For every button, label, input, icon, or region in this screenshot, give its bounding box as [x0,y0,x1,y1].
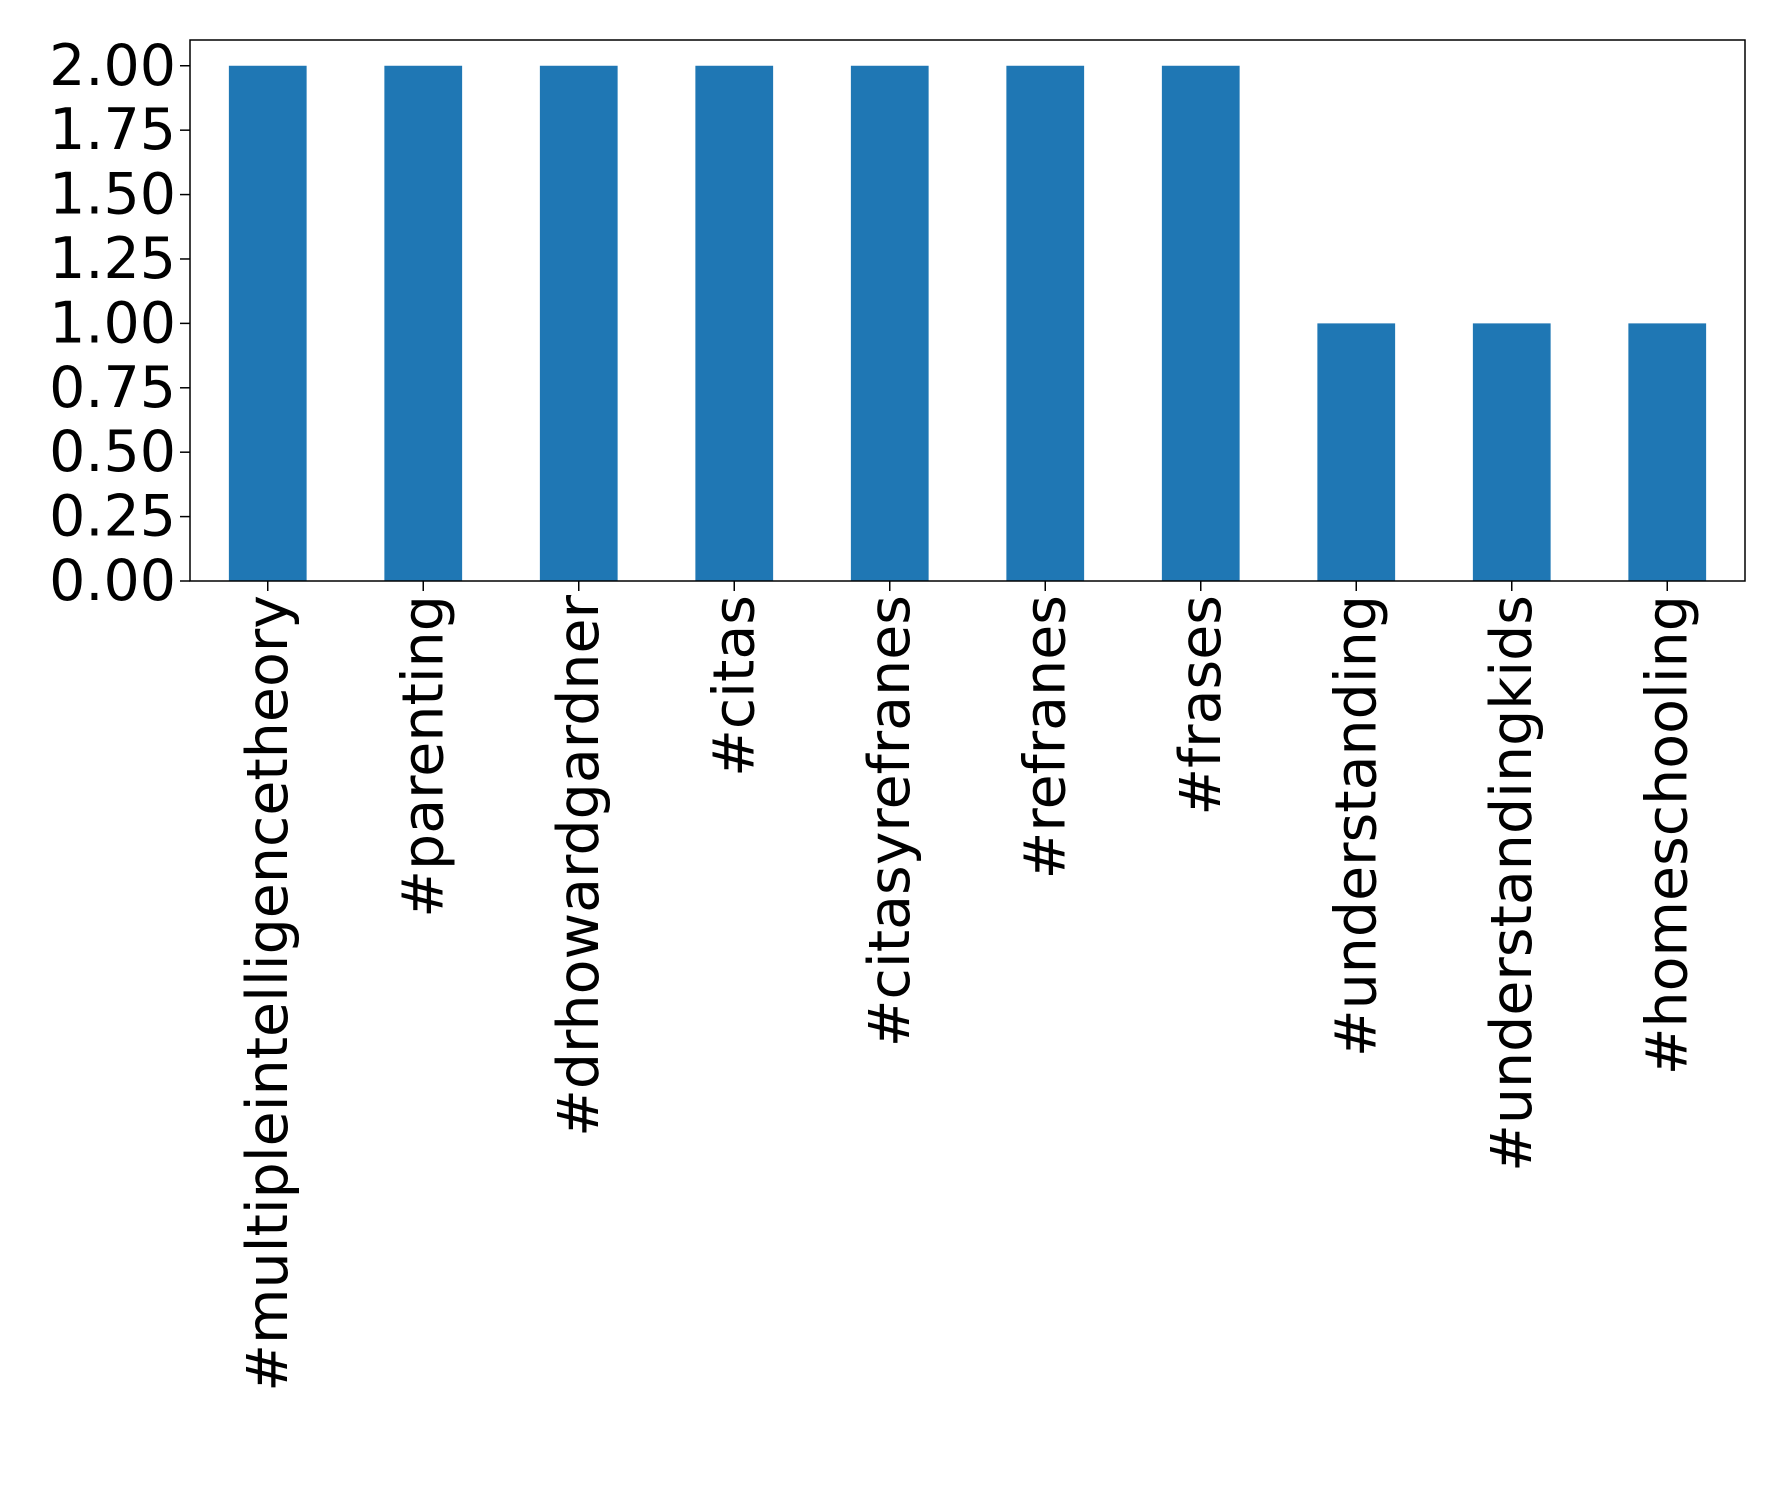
x-tick-label: #multipleintelligencetheory [235,595,301,1392]
y-tick-label: 0.25 [49,484,176,550]
bar [1161,65,1240,581]
y-tick-label: 2.00 [49,33,176,99]
x-tick-label: #homeschooling [1634,595,1700,1075]
x-tick-label: #citas [701,595,767,777]
bar [1628,323,1707,581]
y-tick-label: 0.75 [49,355,176,421]
x-tick-label: #frases [1168,595,1234,816]
bar [1006,65,1085,581]
x-tick-label: #understanding [1323,595,1389,1057]
x-axis: #multipleintelligencetheory #parenting #dr… [235,581,1700,1392]
bar [850,65,929,581]
x-tick-label: #understandingkids [1479,595,1545,1172]
x-tick-label: #refranes [1012,595,1078,879]
bars [228,65,1707,581]
y-tick-label: 0.50 [49,419,176,485]
y-tick-label: 0.00 [49,548,176,614]
y-tick-label: 1.50 [49,162,176,228]
bar [228,65,307,581]
x-tick-label: #parenting [390,595,456,918]
y-tick-label: 1.25 [49,226,176,292]
bar [539,65,618,581]
bar [695,65,774,581]
bar [1472,323,1551,581]
y-tick-label: 1.75 [49,97,176,163]
x-tick-label: #drhowardgardner [546,594,612,1136]
x-tick-label: #citasyrefranes [857,595,923,1047]
bar [384,65,463,581]
y-axis: 0.000.250.500.751.001.251.501.752.00 [49,33,190,614]
plot-frame [189,39,1746,582]
bar [1317,323,1396,581]
y-tick-label: 1.00 [49,290,176,356]
